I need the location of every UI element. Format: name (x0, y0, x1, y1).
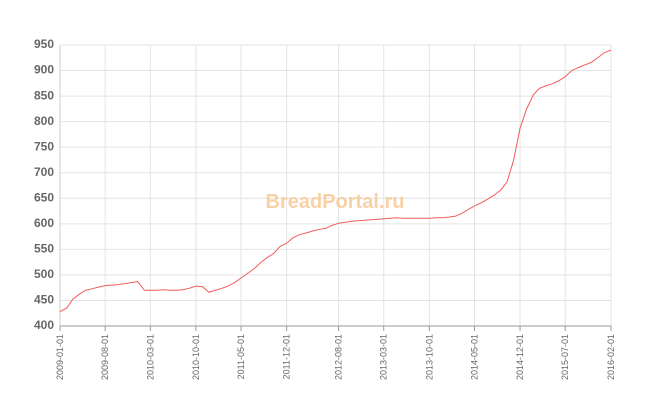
x-tick-label: 2010-10-01 (191, 334, 201, 380)
y-tick-label: 950 (34, 37, 54, 51)
y-tick-label: 850 (34, 88, 54, 102)
x-tick-label: 2013-03-01 (379, 334, 389, 380)
plot: 400 450 500 550 600 650 700 750 800 850 900 950 2009… (34, 37, 616, 380)
watermark: BreadPortal.ru (266, 191, 405, 213)
y-tick-label: 700 (34, 165, 54, 179)
y-tick-label: 450 (34, 293, 54, 307)
x-tick-label: 2010-03-01 (145, 334, 155, 380)
y-tick-label: 550 (34, 242, 54, 256)
line-series (59, 49, 612, 313)
y-tick-label: 900 (34, 63, 54, 77)
x-tick-label: 2014-05-01 (469, 334, 479, 380)
x-tick-label: 2014-12-01 (515, 334, 525, 380)
y-tick-label: 650 (34, 190, 54, 204)
x-tick-label: 2016-02-01 (606, 334, 616, 380)
y-tick-label: 400 (34, 318, 54, 332)
y-tick-label: 500 (34, 267, 54, 281)
x-tick-label: 2011-05-01 (236, 334, 246, 379)
y-tick-label: 600 (34, 216, 54, 230)
y-tick-label: 800 (34, 114, 54, 128)
x-tick-label: 2013-10-01 (424, 334, 434, 380)
x-tick-label: 2011-12-01 (282, 334, 292, 379)
x-tick-label: 2012-08-01 (334, 334, 344, 380)
x-tick-label: 2009-08-01 (100, 334, 110, 380)
x-tick-label: 2009-01-01 (55, 334, 65, 380)
y-tick-label: 750 (34, 139, 54, 153)
x-tick-label: 2015-07-01 (560, 334, 570, 380)
